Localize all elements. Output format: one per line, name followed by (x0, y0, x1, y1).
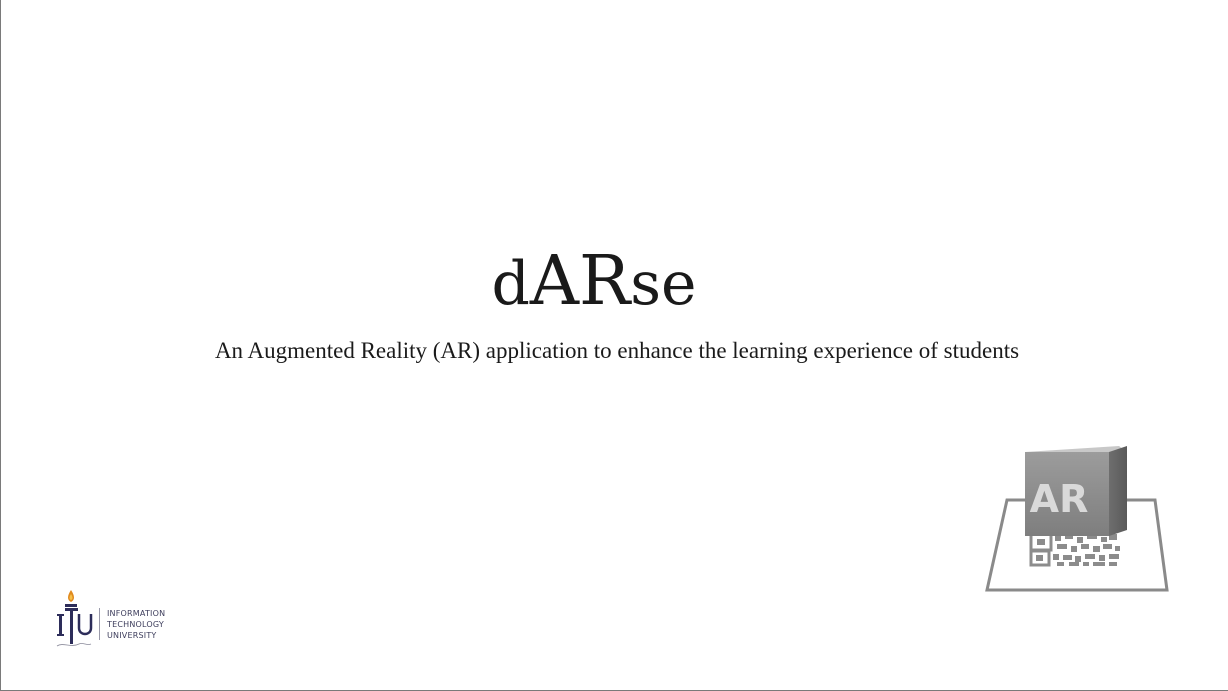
itu-logo-text: INFORMATION TECHNOLOGY UNIVERSITY (107, 608, 165, 641)
itu-logo-icon (56, 590, 100, 647)
slide-subtitle: An Augmented Reality (AR) application to… (214, 338, 1020, 363)
title-part-ar: AR (529, 242, 631, 321)
ar-cube-icon: AR (985, 446, 1169, 592)
logo-line-university: UNIVERSITY (107, 631, 157, 640)
title-part-d: d (491, 249, 530, 319)
logo-line-information: INFORMATION (107, 609, 166, 618)
ar-badge-text: AR (1030, 477, 1089, 521)
title-part-se: se (630, 249, 697, 319)
slide-title: dARse (1, 248, 1187, 316)
logo-line-technology: TECHNOLOGY (107, 620, 164, 629)
